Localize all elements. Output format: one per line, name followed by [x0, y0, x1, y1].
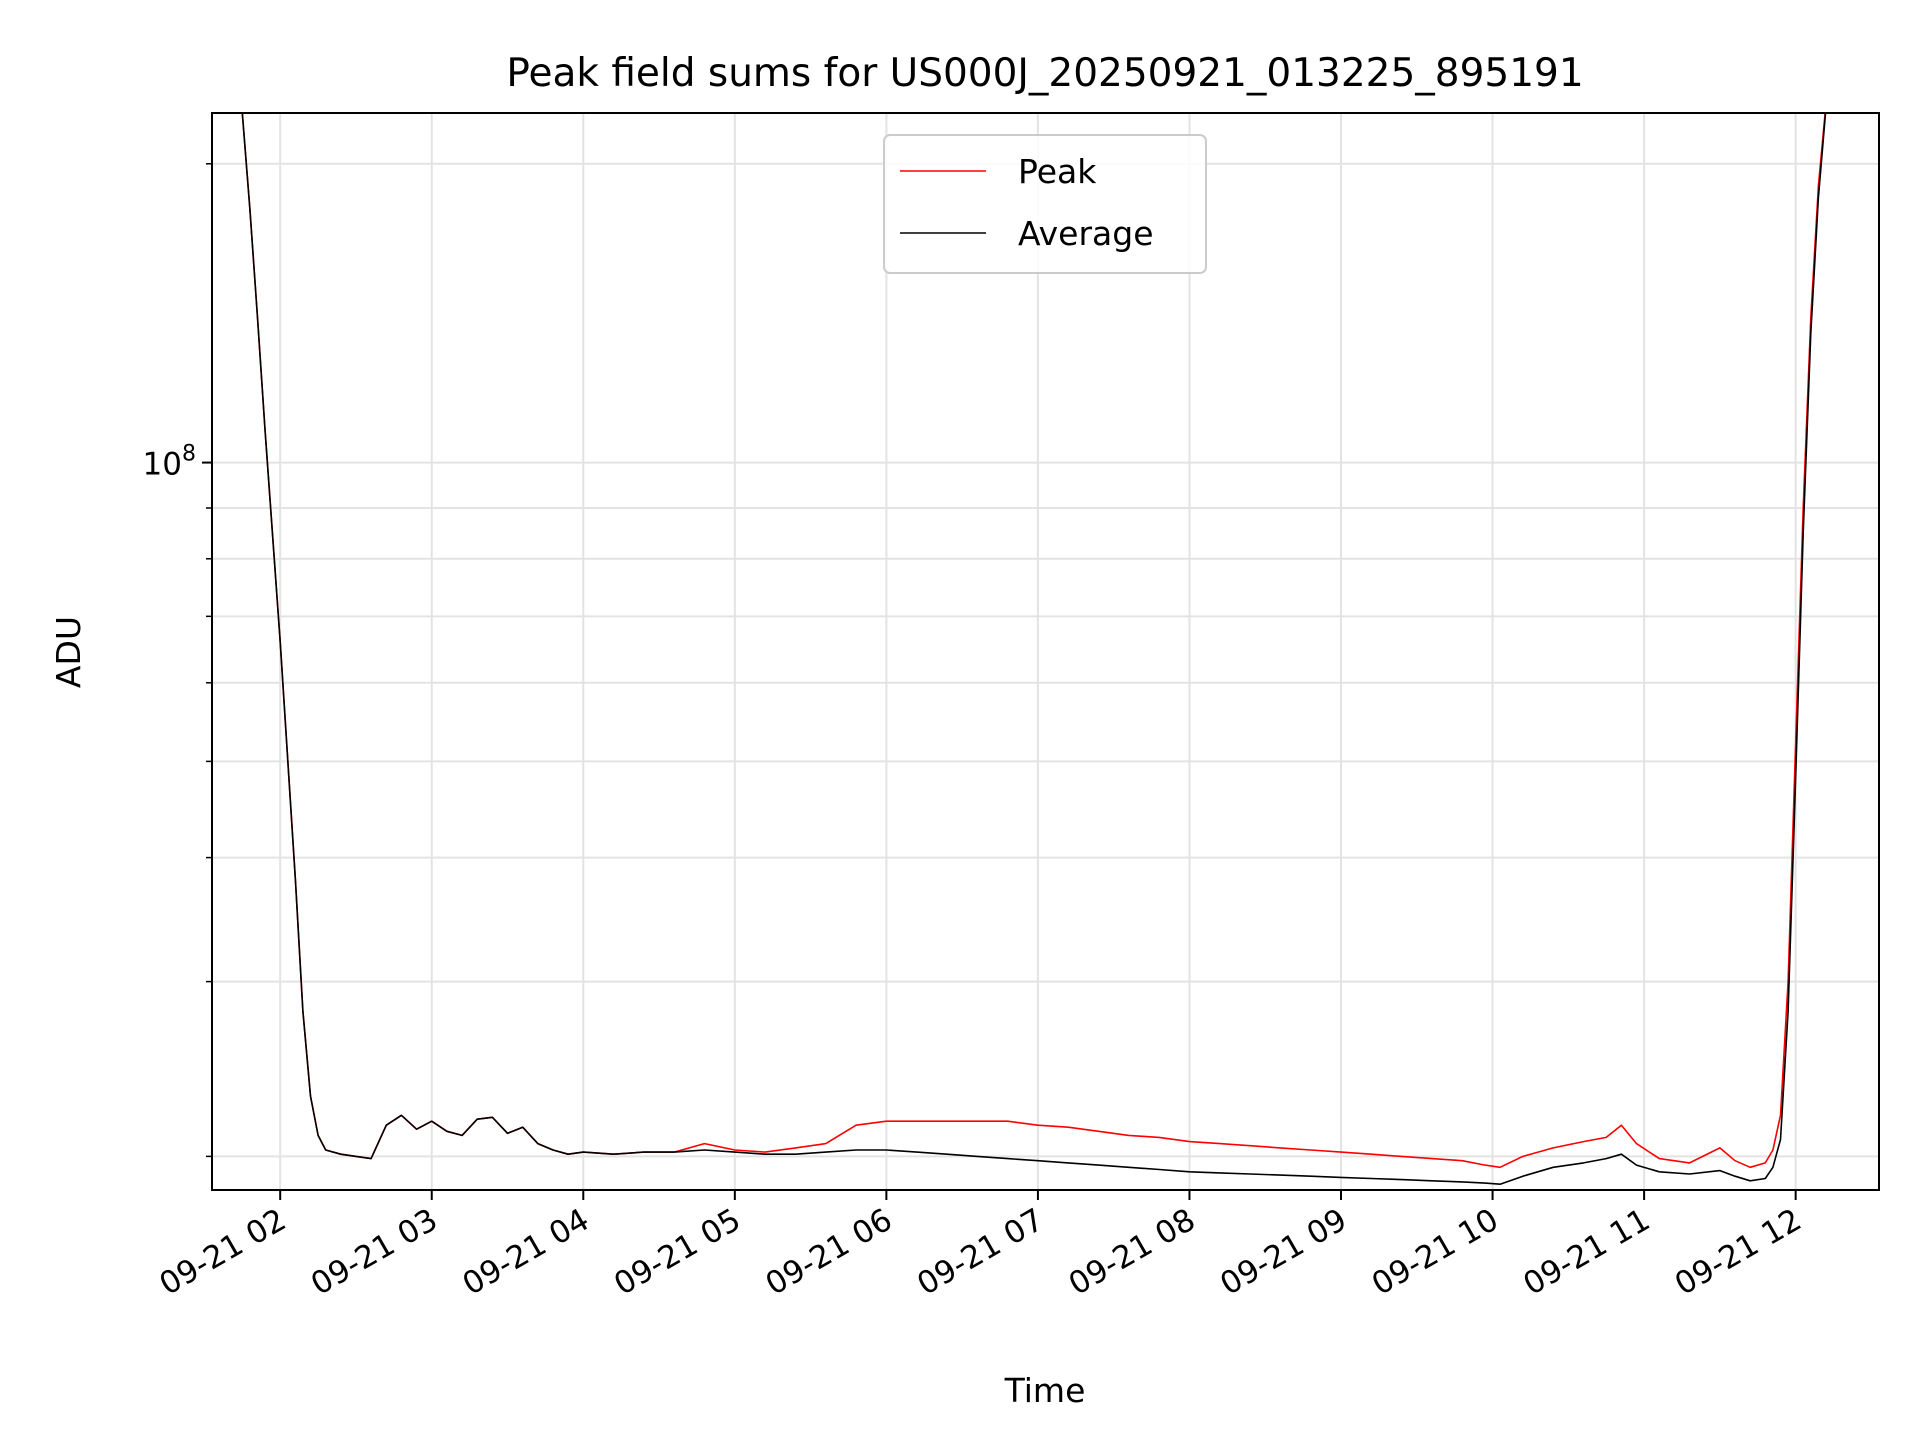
plot-frame: [211, 112, 1880, 1191]
legend: Peak Average: [883, 134, 1207, 274]
series-layer: [241, 113, 1827, 1185]
chart-title: Peak field sums for US000J_20250921_0132…: [506, 51, 1583, 96]
x-axis-label: Time: [1004, 1371, 1086, 1410]
legend-peak-label: Peak: [1018, 152, 1097, 191]
legend-average-label: Average: [1018, 214, 1154, 253]
series-line-average: [241, 113, 1827, 1185]
grid: [212, 113, 1879, 1190]
y-axis-label: ADU: [49, 616, 88, 688]
y-tick-base: 10: [143, 447, 182, 483]
y-tick-exponent: 8: [182, 442, 196, 467]
legend-box: [883, 134, 1207, 274]
y-tick-label: 108: [143, 442, 196, 483]
